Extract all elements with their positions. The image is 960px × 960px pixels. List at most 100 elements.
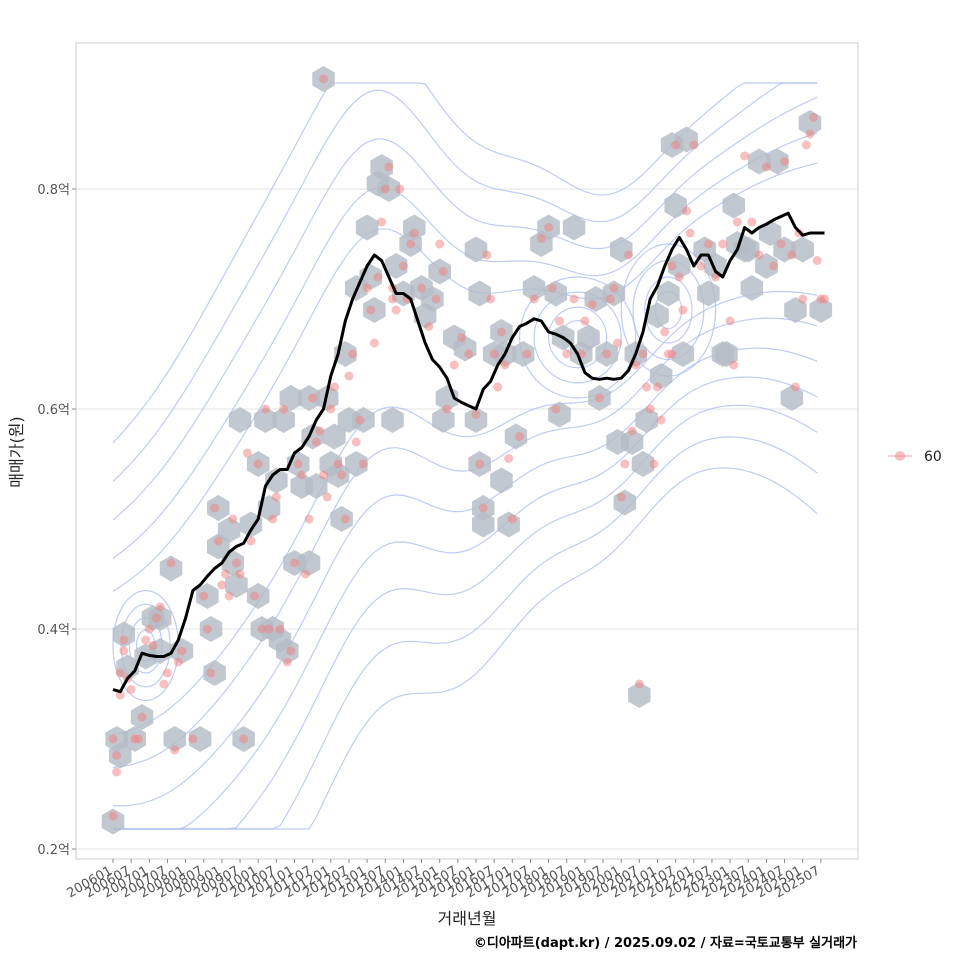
hexbin bbox=[279, 385, 303, 411]
data-point bbox=[362, 283, 372, 293]
data-point bbox=[689, 140, 699, 150]
data-point bbox=[580, 316, 590, 326]
hexbin bbox=[715, 341, 738, 367]
data-point bbox=[623, 250, 633, 260]
hexbin bbox=[225, 572, 248, 598]
data-point bbox=[594, 393, 604, 403]
data-point bbox=[275, 624, 285, 634]
hexbin bbox=[766, 148, 789, 175]
data-point bbox=[464, 349, 474, 359]
data-point bbox=[369, 338, 379, 348]
points-layer bbox=[108, 74, 829, 821]
data-point bbox=[115, 668, 125, 678]
hexbin bbox=[631, 451, 655, 477]
data-point bbox=[322, 492, 332, 502]
hexbin bbox=[163, 726, 186, 752]
hexbin bbox=[722, 192, 745, 219]
hexbin bbox=[809, 297, 833, 323]
data-point bbox=[787, 250, 797, 260]
data-point bbox=[642, 382, 652, 392]
data-point bbox=[718, 239, 728, 249]
hexbin bbox=[101, 808, 125, 835]
data-point bbox=[562, 349, 572, 359]
hexbin bbox=[791, 236, 814, 263]
data-point bbox=[115, 690, 125, 700]
hexbin bbox=[384, 253, 408, 279]
data-point bbox=[388, 294, 398, 304]
data-point bbox=[809, 113, 819, 122]
data-point bbox=[620, 459, 630, 469]
data-point bbox=[384, 162, 394, 172]
data-point bbox=[162, 668, 172, 678]
data-point bbox=[653, 382, 662, 392]
contour-ring bbox=[533, 291, 622, 384]
hexbin bbox=[464, 407, 488, 433]
data-point bbox=[496, 327, 506, 337]
data-point bbox=[587, 300, 597, 309]
data-point bbox=[329, 382, 339, 392]
data-point bbox=[417, 283, 427, 293]
trend-line bbox=[112, 211, 825, 694]
data-point bbox=[188, 734, 198, 744]
hexbin bbox=[780, 385, 804, 411]
data-point bbox=[373, 272, 383, 282]
data-point bbox=[489, 349, 499, 359]
hexbin bbox=[577, 324, 600, 351]
data-point bbox=[435, 239, 445, 249]
data-point bbox=[271, 492, 281, 502]
contour-ring bbox=[518, 276, 637, 399]
data-point bbox=[108, 811, 118, 821]
data-point bbox=[667, 261, 677, 271]
data-point bbox=[377, 217, 387, 227]
hexbin bbox=[646, 302, 669, 329]
data-point bbox=[406, 239, 416, 249]
data-point bbox=[812, 256, 822, 265]
data-point bbox=[213, 536, 223, 546]
data-point bbox=[155, 602, 165, 612]
data-point bbox=[478, 503, 488, 513]
hexbin bbox=[207, 533, 230, 560]
data-point bbox=[602, 349, 612, 359]
hexbin bbox=[159, 555, 183, 582]
data-point bbox=[761, 162, 771, 172]
data-point bbox=[482, 250, 492, 260]
data-point bbox=[522, 349, 532, 359]
data-point bbox=[682, 206, 692, 216]
data-point bbox=[119, 635, 129, 645]
data-point bbox=[801, 140, 811, 150]
data-point bbox=[740, 151, 750, 161]
data-point bbox=[231, 558, 241, 568]
hexbin bbox=[472, 511, 495, 538]
data-point bbox=[547, 283, 557, 293]
data-point bbox=[504, 454, 514, 463]
contour-line bbox=[112, 317, 818, 768]
hexbin bbox=[620, 429, 644, 455]
data-point bbox=[696, 261, 706, 271]
data-point bbox=[355, 415, 365, 425]
data-point bbox=[424, 322, 434, 331]
caption: ©디아파트(dapt.kr) / 2025.09.02 / 자료=국토교통부 실… bbox=[474, 935, 857, 951]
data-point bbox=[605, 294, 615, 304]
data-point bbox=[144, 624, 154, 634]
data-point bbox=[616, 492, 626, 502]
data-point bbox=[290, 558, 299, 568]
data-point bbox=[507, 514, 517, 524]
data-point bbox=[671, 140, 681, 150]
hexbin bbox=[345, 451, 368, 477]
data-point bbox=[456, 333, 466, 342]
hexbin bbox=[490, 467, 513, 494]
y-tick-label: 0.6억 bbox=[37, 403, 70, 418]
hexbin bbox=[649, 363, 673, 389]
data-point bbox=[112, 751, 122, 760]
data-point bbox=[337, 470, 347, 480]
contour-line bbox=[113, 376, 818, 830]
data-point bbox=[703, 239, 713, 249]
data-point bbox=[141, 635, 151, 645]
hexbin bbox=[272, 407, 295, 433]
hexbin bbox=[432, 407, 455, 433]
data-point bbox=[126, 685, 136, 694]
legend-marker bbox=[895, 451, 905, 461]
hexbin bbox=[381, 407, 404, 433]
data-point bbox=[112, 767, 122, 777]
data-point bbox=[133, 734, 143, 744]
